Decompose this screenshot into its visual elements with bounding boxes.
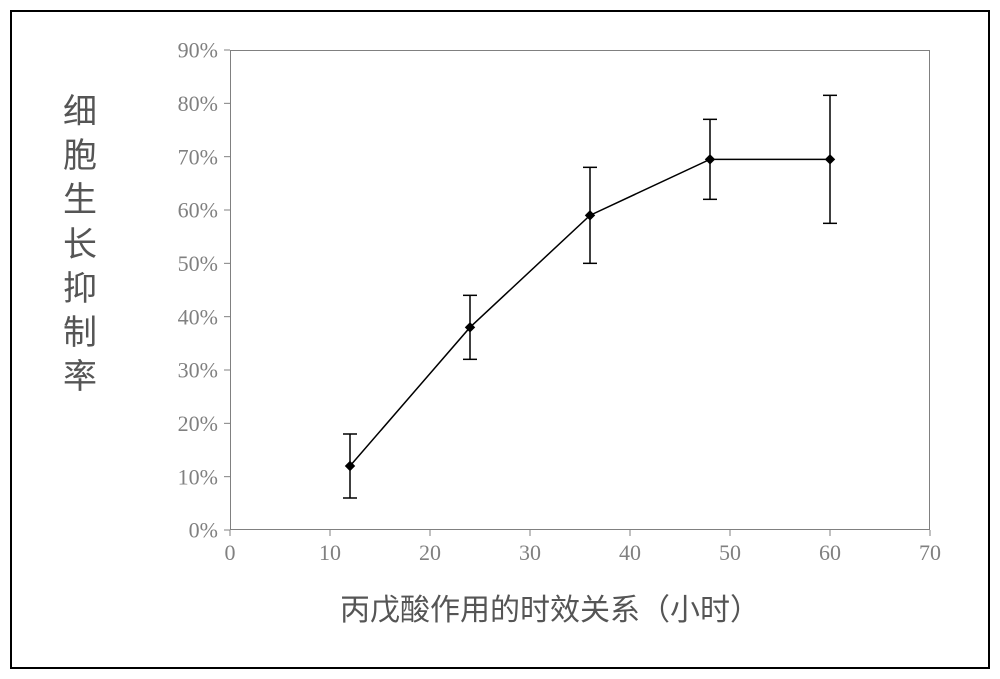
x-tick-label: 20 [419,540,441,565]
y-tick-label: 90% [178,38,218,63]
x-tick-label: 0 [225,540,236,565]
y-tick-label: 30% [178,358,218,383]
x-tick-label: 50 [719,540,741,565]
y-tick-label: 80% [178,91,218,116]
x-tick-label: 60 [819,540,841,565]
y-tick-label: 20% [178,411,218,436]
y-tick-label: 70% [178,144,218,169]
y-tick-label: 0% [189,518,218,543]
data-marker [706,155,715,164]
x-tick-label: 10 [319,540,341,565]
x-tick-label: 30 [519,540,541,565]
y-tick-label: 60% [178,198,218,223]
y-tick-label: 40% [178,304,218,329]
x-tick-label: 40 [619,540,641,565]
y-tick-label: 10% [178,464,218,489]
data-marker [826,155,835,164]
y-tick-label: 50% [178,251,218,276]
x-tick-label: 70 [919,540,941,565]
chart-svg: 0 10 20 30 40 50 60 70 0% 10% 20% 30% 40% 50% 60% 70% 80… [0,0,1000,679]
